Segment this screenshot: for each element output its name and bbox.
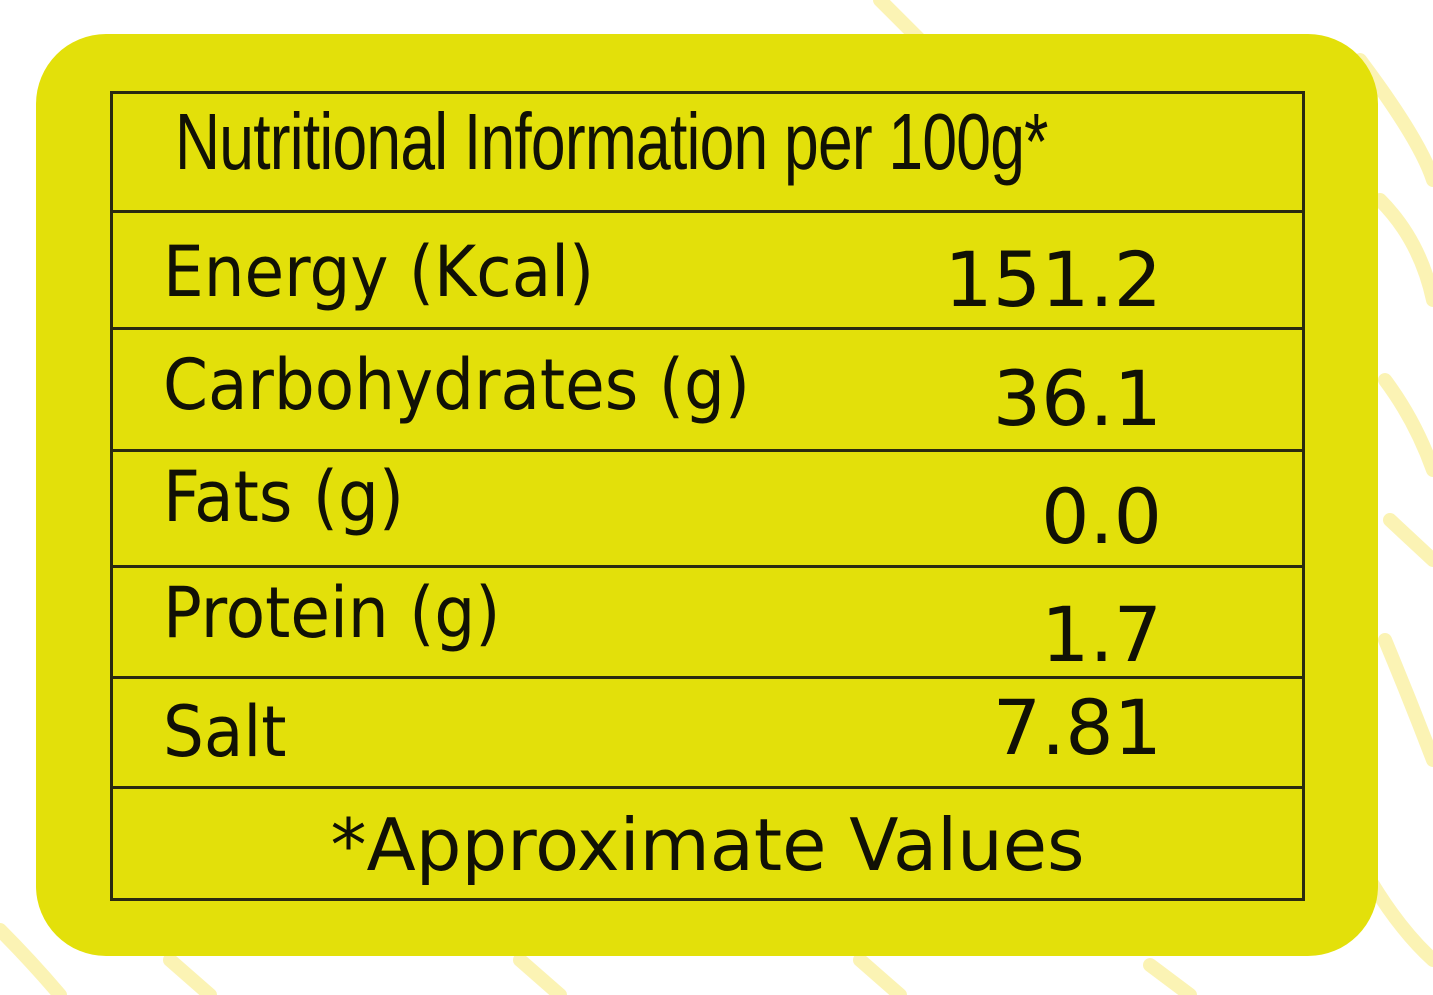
nutrient-value: 0.0 bbox=[1041, 472, 1162, 561]
nutrient-value: 7.81 bbox=[992, 683, 1162, 772]
table-heading: Nutritional Information per 100g* bbox=[175, 97, 1048, 186]
table-row: Salt 7.81 bbox=[113, 679, 1302, 789]
table-row: Carbohydrates (g) 36.1 bbox=[113, 330, 1302, 452]
table-heading-row: Nutritional Information per 100g* bbox=[113, 94, 1302, 213]
nutrient-value: 36.1 bbox=[992, 354, 1162, 443]
nutrient-name: Carbohydrates (g) bbox=[163, 344, 750, 426]
table-row: Protein (g) 1.7 bbox=[113, 568, 1302, 679]
footnote-row: *Approximate Values bbox=[113, 789, 1302, 898]
nutrition-table: Nutritional Information per 100g* Energy… bbox=[110, 91, 1305, 901]
nutrient-value: 151.2 bbox=[944, 235, 1162, 324]
table-row: Fats (g) 0.0 bbox=[113, 452, 1302, 568]
footnote: *Approximate Values bbox=[330, 803, 1085, 887]
nutrient-name: Energy (Kcal) bbox=[163, 231, 595, 313]
table-row: Energy (Kcal) 151.2 bbox=[113, 213, 1302, 330]
nutrient-value: 1.7 bbox=[1041, 590, 1162, 679]
nutrient-name: Salt bbox=[163, 691, 287, 773]
nutrient-name: Fats (g) bbox=[163, 456, 404, 538]
nutrient-name: Protein (g) bbox=[163, 572, 501, 654]
